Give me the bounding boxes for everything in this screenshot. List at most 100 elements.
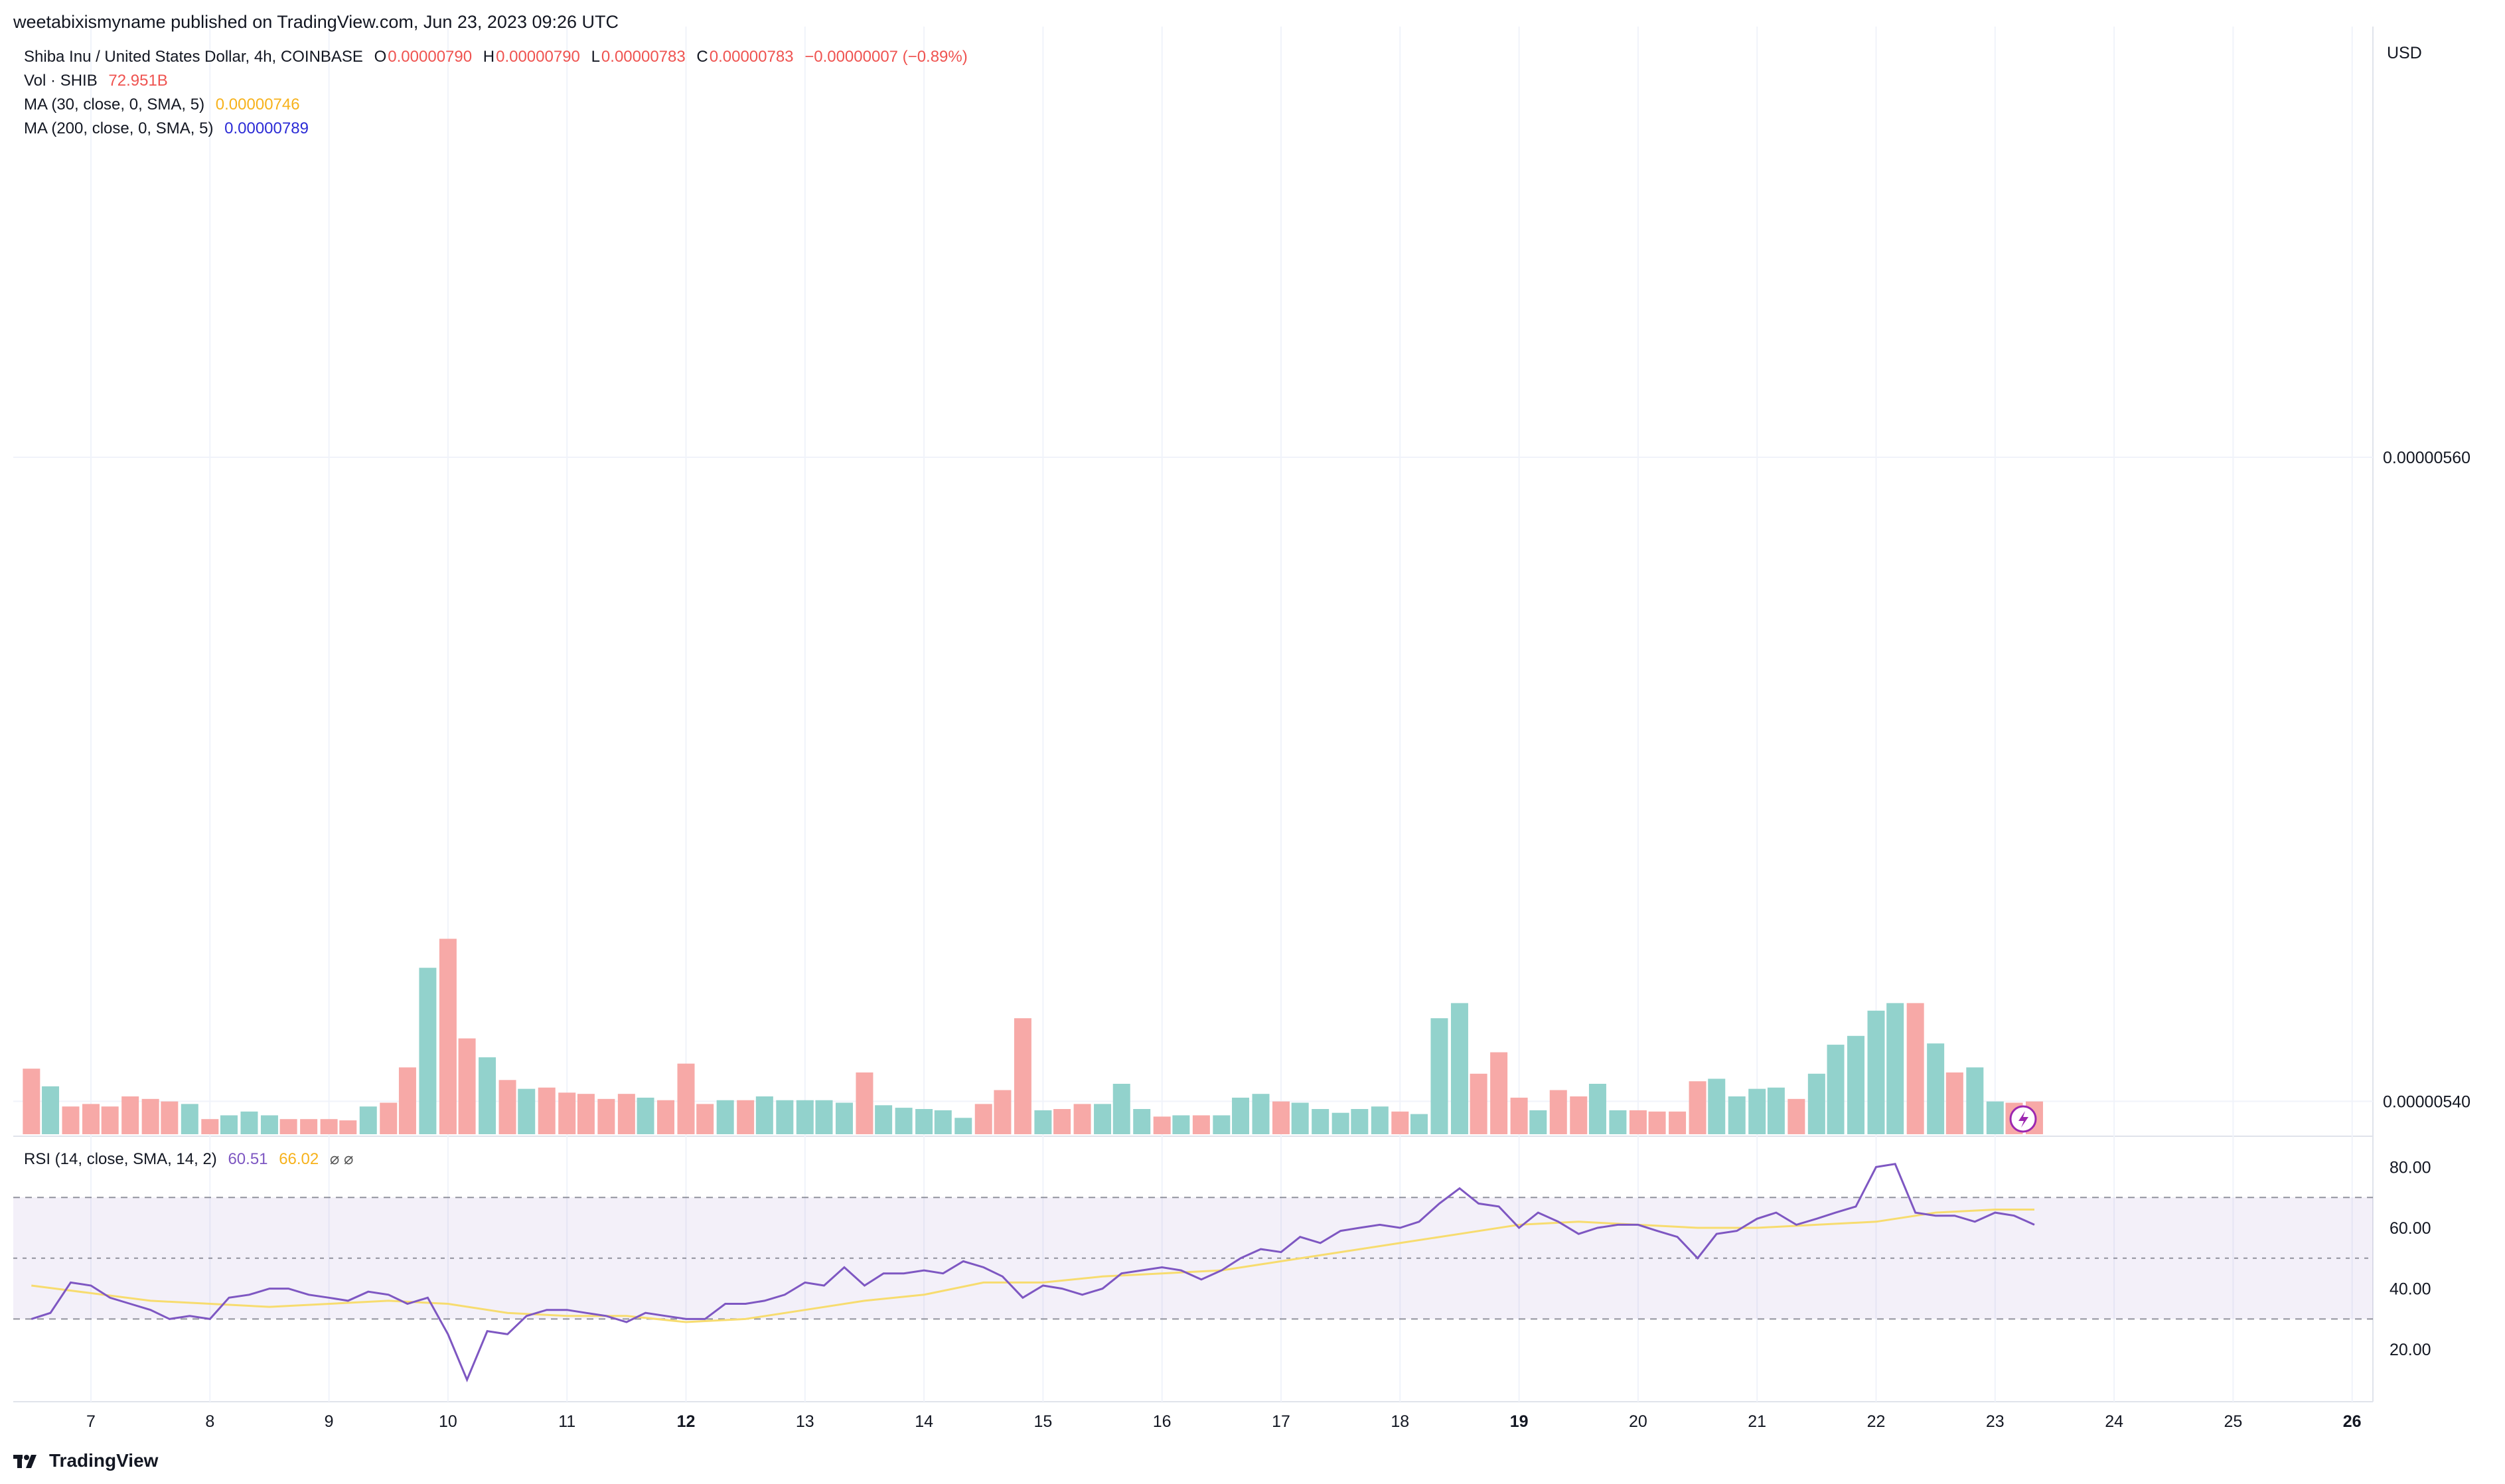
volume-bar: [1034, 1110, 1052, 1134]
volume-bar: [62, 1106, 80, 1134]
volume-bar: [201, 1119, 219, 1134]
volume-bar: [1629, 1110, 1647, 1134]
volume-bar: [1410, 1114, 1428, 1134]
volume-bar: [1906, 1003, 1924, 1134]
volume-bar: [875, 1105, 893, 1134]
volume-bar: [1252, 1094, 1270, 1134]
published-text: weetabixismyname published on TradingVie…: [13, 12, 619, 32]
rsi-line: [31, 1163, 2035, 1382]
volume-bar: [796, 1100, 814, 1134]
published-header: weetabixismyname published on TradingVie…: [13, 12, 619, 33]
volume-bar: [1291, 1102, 1309, 1134]
volume-bar: [1073, 1104, 1091, 1134]
volume-bar: [398, 1067, 416, 1134]
legend-rsi-row[interactable]: RSI (14, close, SMA, 14, 2) 60.51 66.02 …: [24, 1150, 360, 1169]
rsi-tick-label: 20.00: [2390, 1341, 2431, 1359]
axes: 7 8 9 10 11 12 13 14 15 16 17 18 19 20 21 22 23 24 25 26 0.0…: [86, 449, 2470, 1431]
volume-bar: [1787, 1098, 1805, 1134]
volume-bar: [1847, 1035, 1865, 1134]
volume-bar: [1529, 1110, 1547, 1134]
volume-bar: [617, 1094, 635, 1134]
volume-bar: [1053, 1109, 1071, 1134]
volume-bar: [279, 1119, 297, 1134]
volume-bar: [1708, 1078, 1726, 1134]
volume-bars: [23, 938, 2043, 1134]
volume-bar: [161, 1101, 179, 1134]
volume-bar: [696, 1104, 714, 1134]
volume-bar: [737, 1100, 755, 1134]
legend-ma200-row[interactable]: MA (200, close, 0, SMA, 5) 0.00000789: [24, 119, 315, 138]
currency-text: USD: [2387, 44, 2422, 62]
volume-bar: [1767, 1087, 1785, 1134]
volume-bar: [1689, 1081, 1707, 1134]
time-tick-label: 19: [1510, 1412, 1529, 1431]
volume-bar: [1570, 1096, 1588, 1134]
volume-bar: [716, 1100, 734, 1134]
time-tick-label: 17: [1272, 1412, 1290, 1431]
rsi-sma-line: [31, 1209, 2034, 1323]
legend-volume-row[interactable]: Vol · SHIB 72.951B: [24, 72, 175, 90]
volume-bar: [954, 1118, 972, 1134]
legend-high: H: [483, 48, 495, 66]
time-tick-label: 13: [796, 1412, 814, 1431]
legend-ma30-label: MA (30, close, 0, SMA, 5): [24, 96, 205, 113]
legend-close-value: 0.00000783: [709, 48, 794, 66]
rsi-tick-label: 60.00: [2390, 1219, 2431, 1238]
volume-bar: [1112, 1084, 1130, 1134]
volume-bar: [1748, 1088, 1766, 1134]
volume-bar: [1827, 1045, 1845, 1134]
volume-bar: [220, 1115, 238, 1134]
legend-ma30-value: 0.00000746: [215, 96, 300, 113]
volume-bar: [439, 938, 457, 1134]
time-tick-label: 20: [1629, 1412, 1647, 1431]
volume-bar: [300, 1119, 318, 1134]
volume-bar: [597, 1098, 615, 1134]
legend-rsi-icons: ⌀ ⌀: [329, 1150, 354, 1168]
volume-bar: [558, 1092, 576, 1134]
time-tick-label: 9: [325, 1412, 334, 1431]
legend-rsi-label: RSI (14, close, SMA, 14, 2): [24, 1150, 217, 1168]
volume-bar: [1648, 1111, 1666, 1134]
rsi-bands: [13, 1197, 2373, 1320]
volume-bar: [320, 1119, 338, 1134]
volume-bar: [1867, 1010, 1885, 1134]
volume-bar: [895, 1108, 913, 1134]
volume-bar: [1213, 1115, 1231, 1134]
volume-bar: [1588, 1084, 1606, 1134]
volume-bar: [637, 1097, 654, 1134]
volume-bar: [1549, 1090, 1567, 1134]
time-tick-label: 18: [1391, 1412, 1409, 1431]
volume-bar: [915, 1109, 933, 1134]
rsi-tick-label: 80.00: [2390, 1158, 2431, 1177]
volume-bar: [538, 1087, 556, 1134]
legend-open: O: [374, 48, 387, 66]
volume-bar: [1192, 1115, 1210, 1134]
volume-bar: [1351, 1109, 1369, 1134]
volume-bar: [1807, 1073, 1825, 1134]
volume-bar: [677, 1063, 695, 1134]
price-tick-label: 0.00000560: [2383, 449, 2470, 467]
time-tick-label: 26: [2343, 1412, 2362, 1431]
volume-bar: [1669, 1111, 1687, 1134]
volume-bar: [1966, 1067, 1984, 1134]
legend-rsi-value: 60.51: [228, 1150, 268, 1168]
volume-bar: [974, 1104, 992, 1134]
volume-bar: [1094, 1104, 1112, 1134]
rsi-tick-label: 40.00: [2390, 1280, 2431, 1299]
volume-bar: [856, 1072, 873, 1134]
volume-bar: [1153, 1116, 1171, 1134]
volume-bar: [181, 1104, 198, 1134]
time-tick-label: 23: [1986, 1412, 2005, 1431]
legend-ma200-value: 0.00000789: [224, 119, 309, 137]
legend-change: −0.00000007 (−0.89%): [804, 48, 968, 66]
volume-bar: [380, 1102, 398, 1134]
tradingview-footer[interactable]: TradingView: [13, 1450, 158, 1471]
legend-low-value: 0.00000783: [601, 48, 686, 66]
volume-bar: [1312, 1109, 1329, 1134]
time-tick-label: 21: [1748, 1412, 1766, 1431]
volume-bar: [1014, 1018, 1031, 1134]
volume-bar: [1986, 1101, 2004, 1134]
legend-ma30-row[interactable]: MA (30, close, 0, SMA, 5) 0.00000746: [24, 96, 307, 114]
volume-bar: [339, 1120, 357, 1134]
